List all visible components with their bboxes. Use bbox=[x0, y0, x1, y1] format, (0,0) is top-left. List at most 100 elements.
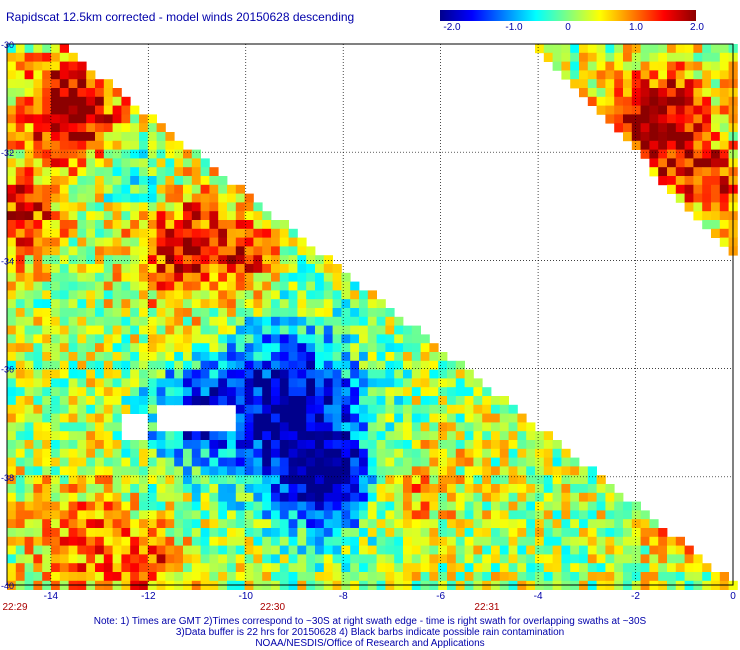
wind-cell bbox=[279, 352, 289, 362]
wind-cell bbox=[631, 105, 641, 115]
wind-cell bbox=[174, 140, 184, 150]
wind-cell bbox=[323, 281, 333, 291]
wind-cell bbox=[174, 572, 184, 582]
wind-cell bbox=[605, 114, 615, 124]
wind-cell bbox=[297, 563, 307, 573]
wind-cell bbox=[112, 413, 122, 423]
wind-cell bbox=[649, 88, 659, 98]
wind-cell bbox=[579, 70, 589, 80]
wind-cell bbox=[420, 334, 430, 344]
wind-cell bbox=[297, 290, 307, 300]
wind-cell bbox=[271, 228, 281, 238]
wind-cell bbox=[350, 431, 360, 441]
wind-cell bbox=[323, 413, 333, 423]
wind-cell bbox=[350, 281, 360, 291]
wind-cell bbox=[209, 396, 219, 406]
wind-cell bbox=[227, 545, 237, 555]
wind-cell bbox=[455, 431, 465, 441]
wind-cell bbox=[112, 369, 122, 379]
wind-cell bbox=[183, 343, 193, 353]
wind-cell bbox=[15, 264, 25, 274]
wind-cell bbox=[499, 536, 509, 546]
wind-cell bbox=[112, 316, 122, 326]
wind-cell bbox=[156, 140, 166, 150]
wind-cell bbox=[429, 396, 439, 406]
wind-cell bbox=[7, 184, 17, 194]
wind-cell bbox=[350, 396, 360, 406]
wind-cell bbox=[77, 264, 87, 274]
wind-cell bbox=[570, 545, 580, 555]
wind-cell bbox=[191, 457, 201, 467]
wind-cell bbox=[253, 545, 263, 555]
wind-cell bbox=[315, 290, 325, 300]
wind-cell bbox=[271, 457, 281, 467]
wind-cell bbox=[271, 264, 281, 274]
wind-cell bbox=[675, 572, 685, 582]
wind-cell bbox=[271, 448, 281, 458]
wind-cell bbox=[183, 290, 193, 300]
wind-cell bbox=[288, 316, 298, 326]
wind-cell bbox=[323, 360, 333, 370]
wind-cell bbox=[77, 343, 87, 353]
wind-cell bbox=[429, 422, 439, 432]
wind-cell bbox=[59, 246, 69, 256]
wind-cell bbox=[447, 492, 457, 502]
wind-cell bbox=[315, 255, 325, 265]
wind-cell bbox=[262, 264, 272, 274]
wind-cell bbox=[719, 572, 729, 582]
wind-cell bbox=[411, 396, 421, 406]
wind-cell bbox=[464, 572, 474, 582]
wind-cell bbox=[253, 325, 263, 335]
wind-cell bbox=[262, 528, 272, 538]
wind-cell bbox=[288, 378, 298, 388]
wind-cell bbox=[200, 448, 210, 458]
wind-cell bbox=[59, 360, 69, 370]
wind-cell bbox=[244, 413, 254, 423]
wind-cell bbox=[526, 484, 536, 494]
wind-cell bbox=[552, 61, 562, 71]
wind-cell bbox=[95, 572, 105, 582]
wind-cell bbox=[15, 228, 25, 238]
wind-cell bbox=[394, 448, 404, 458]
wind-cell bbox=[156, 123, 166, 133]
wind-cell bbox=[596, 52, 606, 62]
wind-cell bbox=[209, 246, 219, 256]
wind-cell bbox=[147, 114, 157, 124]
wind-cell bbox=[103, 343, 113, 353]
wind-cell bbox=[68, 79, 78, 89]
wind-cell bbox=[376, 492, 386, 502]
wind-cell bbox=[315, 545, 325, 555]
wind-cell bbox=[473, 519, 483, 529]
wind-cell bbox=[649, 105, 659, 115]
wind-cell bbox=[306, 334, 316, 344]
wind-cell bbox=[156, 572, 166, 582]
wind-cell bbox=[95, 184, 105, 194]
wind-cell bbox=[306, 246, 316, 256]
wind-cell bbox=[332, 343, 342, 353]
wind-cell bbox=[51, 466, 61, 476]
wind-cell bbox=[15, 484, 25, 494]
wind-cell bbox=[165, 554, 175, 564]
wind-cell bbox=[447, 448, 457, 458]
wind-cell bbox=[332, 528, 342, 538]
wind-cell bbox=[253, 440, 263, 450]
wind-cell bbox=[288, 352, 298, 362]
wind-cell bbox=[359, 475, 369, 485]
wind-cell bbox=[279, 387, 289, 397]
wind-cell bbox=[51, 202, 61, 212]
wind-cell bbox=[24, 158, 34, 168]
wind-cell bbox=[183, 281, 193, 291]
wind-cell bbox=[297, 325, 307, 335]
wind-cell bbox=[411, 378, 421, 388]
wind-cell bbox=[95, 105, 105, 115]
wind-cell bbox=[262, 246, 272, 256]
wind-cell bbox=[103, 387, 113, 397]
wind-cell bbox=[165, 343, 175, 353]
wind-cell bbox=[7, 378, 17, 388]
wind-cell bbox=[376, 572, 386, 582]
wind-cell bbox=[139, 167, 149, 177]
wind-cell bbox=[165, 396, 175, 406]
wind-cell bbox=[332, 396, 342, 406]
wind-cell bbox=[200, 167, 210, 177]
wind-cell bbox=[244, 352, 254, 362]
